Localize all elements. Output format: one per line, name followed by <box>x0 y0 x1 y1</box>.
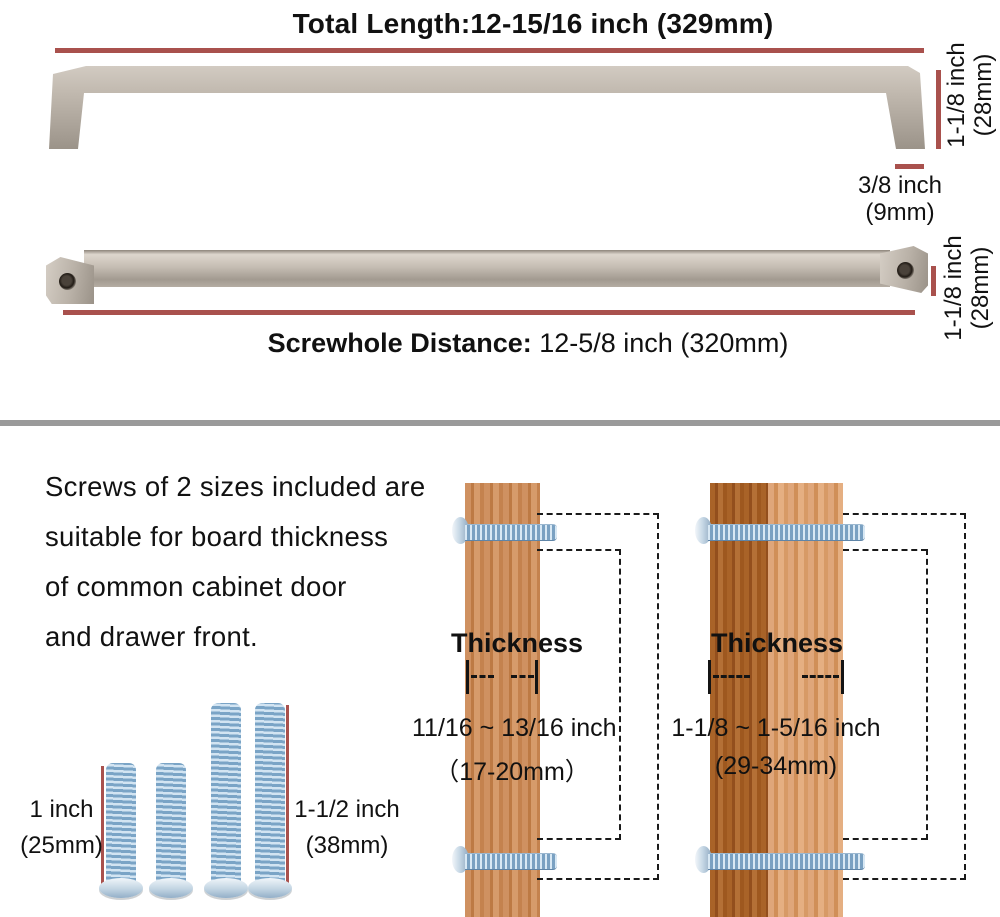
handle-height-dimension-line <box>936 70 941 149</box>
screw-thread <box>708 853 865 870</box>
dashed-profile-thick-top-inner <box>843 549 927 551</box>
screw-thread <box>465 524 557 541</box>
dashed-profile-thick-right-inner <box>926 549 928 840</box>
screw-thread <box>708 524 865 541</box>
screw-head <box>149 878 193 898</box>
description-line-3: of common cabinet door <box>45 571 347 602</box>
wood-board-thick-dark-strip <box>710 483 768 917</box>
thickness-label-thick: Thickness <box>710 628 844 658</box>
machine-screw-short-2 <box>149 763 193 898</box>
thickness-range-inch-thin: 11/16 ~ 13/16 inch <box>412 714 617 742</box>
dashed-profile-thin-top-outer <box>537 513 659 515</box>
screwhole-distance-title: Screwhole Distance: <box>267 328 532 358</box>
thickness-stub-right-thick <box>802 675 839 678</box>
screw-length-line-long <box>286 705 289 888</box>
description-line-1: Screws of 2 sizes included are <box>45 471 426 502</box>
dashed-profile-thick-bottom-outer <box>843 878 966 880</box>
thickness-stub-right-thin <box>511 675 534 678</box>
handle-back-right-end <box>880 246 928 293</box>
total-length-label: Total Length:12-15/16 inch (329mm) <box>292 8 774 39</box>
long-screw-label: 1-1/2 inch (38mm) <box>292 792 402 864</box>
mounting-screw-thin-top <box>452 516 557 546</box>
leg-width-dimension-line <box>895 164 924 169</box>
dashed-profile-thick-bottom-inner <box>843 838 927 840</box>
screw-head <box>695 846 712 873</box>
screw-description: Screws of 2 sizes included are suitable … <box>45 462 425 662</box>
screw-thread <box>211 703 241 882</box>
wood-board-thick-light-strip <box>768 483 843 917</box>
screw-head <box>695 517 712 544</box>
wood-board-thin <box>465 483 540 917</box>
handle-height-inch: 1-1/8 inch <box>943 42 970 148</box>
short-screw-inch: 1 inch <box>29 796 94 823</box>
description-line-2: suitable for board thickness <box>45 521 389 552</box>
handle-back-left-end <box>46 257 94 304</box>
dashed-profile-thin-top-inner <box>537 549 621 551</box>
thickness-label-thin: Thickness <box>450 628 584 658</box>
machine-screw-long-1 <box>204 703 248 898</box>
handle-height-label: 1-1/8 inch (28mm) <box>943 25 999 165</box>
screwhole-distance-label: Screwhole Distance: 12-5/8 inch (320mm) <box>63 328 993 359</box>
screwhole-distance-dimension-line <box>63 310 915 315</box>
leg-width-label: 3/8 inch (9mm) <box>840 172 960 226</box>
total-length-dimension-line <box>55 48 924 53</box>
screw-hole-right <box>897 262 914 279</box>
short-screw-mm: (25mm) <box>20 832 103 859</box>
thickness-tick-left-thin <box>466 660 469 694</box>
thickness-tick-left-thick <box>708 660 711 694</box>
screw-head <box>452 846 469 873</box>
handle-back-bar <box>84 250 890 287</box>
description-line-4: and drawer front. <box>45 621 258 652</box>
thickness-tick-right-thick <box>841 660 844 694</box>
screw-head <box>204 878 248 898</box>
thickness-range-mm-thin: （17-20mm） <box>434 758 590 786</box>
thickness-tick-right-thin <box>535 660 538 694</box>
thickness-stub-left-thick <box>713 675 750 678</box>
screw-head <box>452 517 469 544</box>
screwhole-distance-value: 12-5/8 inch (320mm) <box>531 328 789 358</box>
handle-height-mm: (28mm) <box>970 53 997 137</box>
mounting-screw-thick-top <box>695 516 865 546</box>
short-screw-label: 1 inch (25mm) <box>14 792 109 864</box>
mounting-screw-thick-bottom <box>695 845 865 875</box>
thickness-range-inch-thick: 1-1/8 ~ 1-5/16 inch <box>671 714 881 742</box>
thickness-range-mm-thick: (29-34mm) <box>714 752 838 780</box>
dashed-profile-thin-right-inner <box>619 549 621 840</box>
handle-back-view <box>46 244 928 304</box>
screw-thread <box>156 763 186 882</box>
long-screw-inch: 1-1/2 inch <box>294 796 400 823</box>
screw-head <box>248 878 292 898</box>
dashed-profile-thin-bottom-inner <box>537 838 621 840</box>
dashed-profile-thick-right-outer <box>964 513 966 880</box>
back-height-dimension-line <box>931 266 936 296</box>
machine-screw-short-1 <box>99 763 143 898</box>
handle-front-view <box>49 66 925 149</box>
thickness-stub-left-thin <box>471 675 494 678</box>
screw-thread <box>106 763 136 882</box>
section-divider <box>0 420 1000 426</box>
mounting-screw-thin-bottom <box>452 845 557 875</box>
screw-head <box>99 878 143 898</box>
leg-width-inch: 3/8 inch <box>857 172 943 199</box>
machine-screw-long-2 <box>248 703 292 898</box>
long-screw-mm: (38mm) <box>305 832 389 859</box>
screw-thread <box>465 853 557 870</box>
leg-width-mm: (9mm) <box>865 199 935 226</box>
dashed-profile-thick-top-outer <box>843 513 966 515</box>
dashed-profile-thin-bottom-outer <box>537 878 659 880</box>
dashed-profile-thin-right-outer <box>657 513 659 880</box>
screw-thread <box>255 703 285 882</box>
screw-hole-left <box>59 273 76 290</box>
screw-length-line-short <box>101 766 104 888</box>
